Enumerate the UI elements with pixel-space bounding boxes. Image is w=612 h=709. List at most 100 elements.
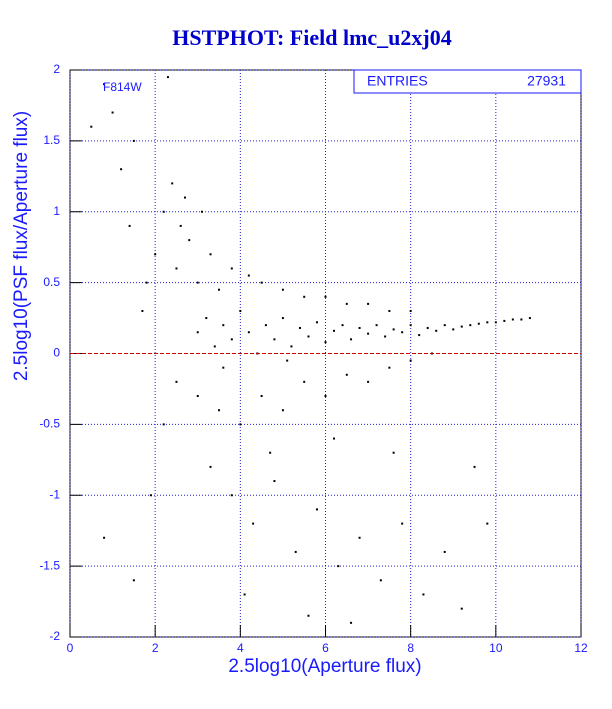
point — [162, 210, 165, 213]
point — [260, 395, 263, 398]
y-tick-label: -1.5 — [39, 558, 60, 572]
x-tick-label: 6 — [322, 641, 329, 655]
point — [337, 565, 340, 568]
x-tick-label: 8 — [407, 641, 414, 655]
point — [460, 607, 463, 610]
annotation: F814W — [103, 80, 142, 94]
point — [477, 322, 480, 325]
point — [166, 76, 169, 79]
point — [201, 210, 204, 213]
point — [345, 302, 348, 305]
point — [435, 329, 438, 332]
point — [494, 321, 497, 324]
point — [392, 451, 395, 454]
point — [145, 281, 148, 284]
y-axis-label: 2.5log10(PSF flux/Aperture flux) — [11, 111, 32, 381]
point — [141, 309, 144, 312]
y-tick-label: 0.5 — [43, 275, 60, 289]
point — [486, 522, 489, 525]
point — [303, 295, 306, 298]
y-tick-label: 0 — [53, 346, 60, 360]
point — [171, 182, 174, 185]
point — [286, 359, 289, 362]
point — [401, 331, 404, 334]
point — [188, 239, 191, 242]
point — [132, 139, 135, 142]
point — [486, 321, 489, 324]
point — [388, 366, 391, 369]
point — [239, 309, 242, 312]
point — [154, 253, 157, 256]
point — [196, 281, 199, 284]
point — [503, 319, 506, 322]
point — [307, 335, 310, 338]
point — [252, 522, 255, 525]
point — [247, 331, 250, 334]
point — [213, 345, 216, 348]
point — [290, 345, 293, 348]
point — [473, 465, 476, 468]
point — [379, 579, 382, 582]
point — [303, 380, 306, 383]
point — [443, 324, 446, 327]
point — [281, 317, 284, 320]
point — [209, 253, 212, 256]
x-tick-label: 0 — [67, 641, 74, 655]
point — [183, 196, 186, 199]
point — [149, 494, 152, 497]
point — [103, 83, 106, 86]
point — [162, 423, 165, 426]
stats-value: 27931 — [527, 73, 566, 89]
x-tick-label: 2 — [152, 641, 159, 655]
point — [350, 338, 353, 341]
x-tick-label: 12 — [574, 641, 588, 655]
point — [375, 324, 378, 327]
point — [273, 480, 276, 483]
point — [230, 267, 233, 270]
point — [367, 332, 370, 335]
point — [128, 224, 131, 227]
chart-title: HSTPHOT: Field lmc_u2xj04 — [172, 25, 451, 50]
point — [460, 325, 463, 328]
point — [401, 522, 404, 525]
point — [209, 465, 212, 468]
point — [418, 334, 421, 337]
point — [324, 341, 327, 344]
point — [196, 331, 199, 334]
point — [324, 395, 327, 398]
point — [243, 593, 246, 596]
point — [273, 338, 276, 341]
point — [294, 550, 297, 553]
point — [452, 328, 455, 331]
point — [218, 288, 221, 291]
point — [426, 326, 429, 329]
point — [384, 335, 387, 338]
point — [230, 338, 233, 341]
x-tick-label: 10 — [489, 641, 503, 655]
point — [469, 324, 472, 327]
point — [324, 295, 327, 298]
point — [222, 366, 225, 369]
point — [367, 302, 370, 305]
point — [443, 550, 446, 553]
y-tick-label: 1 — [53, 204, 60, 218]
point — [358, 536, 361, 539]
stats-label: ENTRIES — [367, 73, 428, 89]
point — [222, 324, 225, 327]
point — [388, 309, 391, 312]
y-tick-label: 1.5 — [43, 133, 60, 147]
point — [367, 380, 370, 383]
point — [520, 318, 523, 321]
point — [120, 168, 123, 171]
point — [196, 395, 199, 398]
point — [307, 614, 310, 617]
point — [264, 324, 267, 327]
point — [341, 324, 344, 327]
point — [422, 593, 425, 596]
stats-box — [353, 69, 582, 94]
x-axis-label: 2.5log10(Aperture flux) — [228, 656, 421, 677]
point — [511, 318, 514, 321]
point — [90, 125, 93, 128]
